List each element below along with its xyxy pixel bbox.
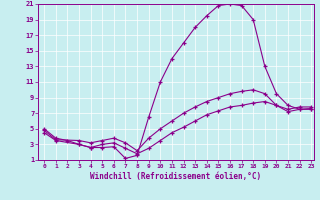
X-axis label: Windchill (Refroidissement éolien,°C): Windchill (Refroidissement éolien,°C) [91,172,261,181]
